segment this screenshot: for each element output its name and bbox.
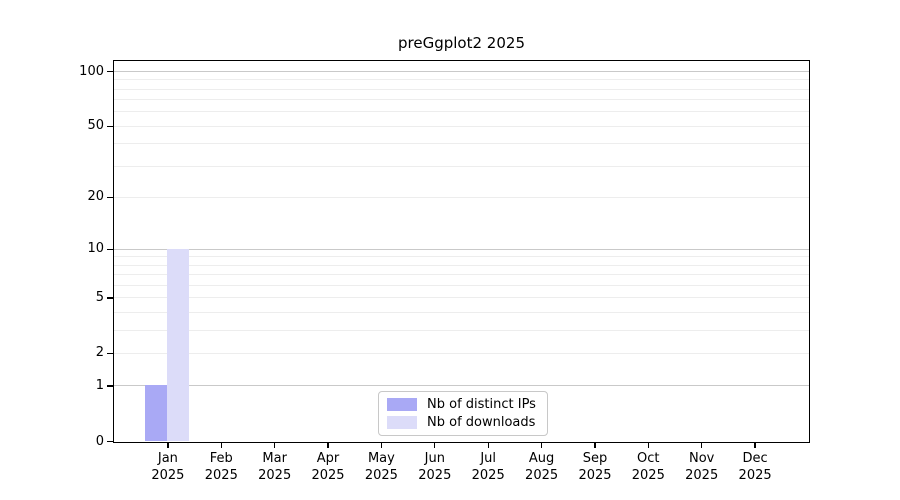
x-tick-mark	[380, 443, 383, 448]
x-tick-year: 2025	[738, 468, 772, 483]
y-tick-mark	[107, 248, 113, 250]
x-tick-month: Feb	[209, 451, 233, 466]
legend-swatch	[387, 416, 417, 429]
legend-label: Nb of distinct IPs	[427, 397, 536, 412]
legend-item: Nb of downloads	[387, 415, 536, 430]
x-tick-year: 2025	[471, 468, 505, 483]
x-tick-label-jul: Jul 2025	[456, 450, 520, 484]
x-tick-year: 2025	[204, 468, 238, 483]
y-tick-label: 2	[95, 345, 104, 361]
y-tick-label: 100	[79, 63, 104, 79]
gridline-minor	[114, 352, 809, 354]
gridline-minor	[114, 285, 809, 286]
x-tick-mark	[220, 443, 222, 448]
x-tick-month: Jan	[157, 451, 178, 466]
x-tick-label-jan: Jan 2025	[136, 450, 200, 484]
legend-swatch	[387, 398, 417, 411]
gridline-minor	[114, 256, 809, 258]
gridline-minor	[114, 312, 809, 313]
x-tick-year: 2025	[685, 468, 719, 483]
gridline-minor	[114, 329, 809, 331]
x-tick-label-apr: Apr 2025	[296, 450, 360, 484]
x-tick-mark	[327, 443, 329, 448]
x-tick-mark	[487, 443, 489, 448]
gridline-minor	[114, 297, 809, 299]
x-tick-month: Dec	[742, 451, 768, 466]
gridline-minor	[114, 125, 809, 127]
y-tick-mark	[107, 352, 113, 355]
y-tick-mark	[107, 125, 113, 127]
x-tick-year: 2025	[631, 468, 665, 483]
x-tick-month: Aug	[528, 451, 555, 466]
x-tick-label-jun: Jun 2025	[403, 450, 467, 484]
y-tick-label: 5	[95, 289, 104, 305]
x-tick-month: Oct	[637, 451, 660, 466]
gridline-minor	[114, 274, 809, 276]
x-tick-label-mar: Mar 2025	[243, 450, 307, 484]
chart-title: preGgplot2 2025	[398, 34, 525, 52]
x-tick-month: Mar	[262, 451, 287, 466]
gridline-major	[114, 71, 809, 72]
x-tick-mark	[434, 443, 436, 448]
legend-item: Nb of distinct IPs	[387, 397, 536, 412]
y-tick-label: 20	[87, 189, 104, 205]
x-tick-year: 2025	[578, 468, 612, 483]
gridline-minor	[114, 79, 809, 81]
x-tick-year: 2025	[525, 468, 559, 483]
x-tick-month: Apr	[316, 451, 340, 466]
gridline-minor	[114, 165, 809, 167]
legend-label: Nb of downloads	[427, 415, 536, 430]
bar-nb-of-distinct-ips-jan	[145, 385, 168, 441]
gridline-major	[114, 385, 809, 387]
x-tick-year: 2025	[311, 468, 345, 483]
gridline-minor	[114, 88, 809, 90]
x-tick-month: Sep	[582, 451, 608, 466]
y-tick-mark	[107, 385, 113, 387]
x-tick-label-oct: Oct 2025	[616, 450, 680, 484]
y-tick-mark	[107, 297, 113, 299]
x-tick-year: 2025	[418, 468, 452, 483]
x-tick-year: 2025	[364, 468, 398, 483]
x-tick-mark	[701, 443, 703, 448]
gridline-minor	[114, 196, 809, 198]
x-tick-label-nov: Nov 2025	[670, 450, 734, 484]
x-tick-mark	[167, 443, 169, 448]
x-tick-month: May	[367, 451, 395, 466]
y-tick-mark	[107, 70, 113, 73]
x-tick-mark	[540, 443, 543, 448]
x-tick-mark	[647, 443, 649, 448]
y-tick-label: 50	[87, 118, 104, 134]
gridline-minor	[114, 99, 809, 101]
y-tick-mark	[107, 196, 113, 199]
gridline-major	[114, 248, 809, 250]
x-tick-label-aug: Aug 2025	[510, 450, 574, 484]
x-tick-year: 2025	[151, 468, 185, 483]
x-tick-label-feb: Feb 2025	[189, 450, 253, 484]
x-tick-mark	[754, 443, 756, 448]
plot-area	[113, 60, 810, 443]
x-tick-label-may: May 2025	[349, 450, 413, 484]
x-tick-month: Nov	[689, 451, 715, 466]
y-tick-label: 0	[95, 433, 104, 449]
legend: Nb of distinct IPs Nb of downloads	[378, 391, 548, 436]
x-tick-month: Jul	[480, 451, 497, 466]
x-tick-mark	[274, 443, 276, 448]
y-tick-label: 1	[95, 377, 104, 393]
x-tick-label-dec: Dec 2025	[723, 450, 787, 484]
gridline-minor	[114, 264, 809, 266]
x-tick-year: 2025	[258, 468, 292, 483]
x-tick-mark	[594, 443, 596, 448]
gridline-minor	[114, 111, 809, 113]
y-tick-label: 10	[87, 241, 104, 257]
gridline-minor	[114, 143, 809, 145]
x-tick-label-sep: Sep 2025	[563, 450, 627, 484]
y-tick-mark	[107, 440, 113, 443]
bar-nb-of-downloads-jan	[167, 248, 190, 441]
x-tick-month: Jun	[424, 451, 445, 466]
